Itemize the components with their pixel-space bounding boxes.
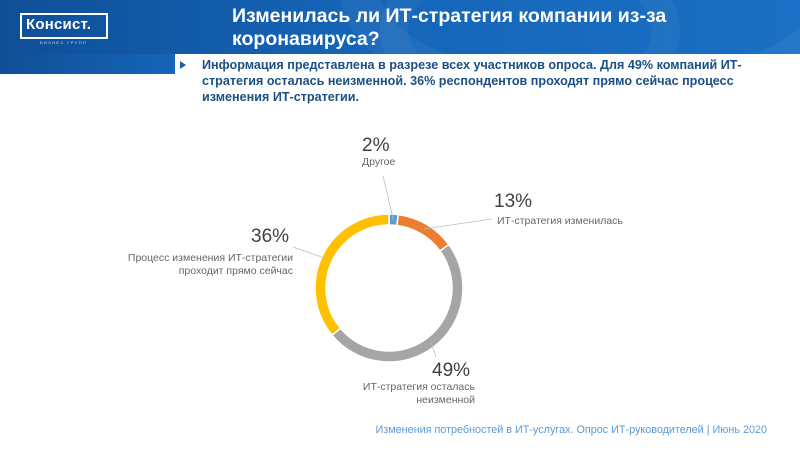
footer-source: Изменения потребностей в ИТ-услугах. Опр… xyxy=(375,424,768,436)
slice-pct-unchanged: 49% xyxy=(432,360,471,381)
leader-unchanged xyxy=(430,341,437,358)
slice-pct-other: 2% xyxy=(362,135,390,156)
leader-in-progress xyxy=(292,246,328,260)
logo-frame xyxy=(20,13,108,39)
leader-changed xyxy=(423,218,493,230)
leader-other xyxy=(382,175,394,220)
slice-label-in-progress-line1: Процесс изменения ИТ-стратегии xyxy=(127,252,293,264)
header-decoration-2 xyxy=(380,0,680,54)
page-title-line2: коронавируса? xyxy=(232,28,380,50)
slice-label-unchanged-line1: ИТ-стратегия осталась xyxy=(362,381,475,393)
slice-label-unchanged-line2: неизменной xyxy=(416,394,475,406)
slice-in-progress xyxy=(314,213,390,337)
header-band xyxy=(0,0,800,54)
slice-unchanged xyxy=(330,243,464,363)
slice-label-other: Другое xyxy=(362,156,396,168)
intro-text: Информация представлена в разрезе всех у… xyxy=(202,58,742,104)
slice-changed xyxy=(396,213,450,253)
logo-text: Консист. xyxy=(26,16,92,33)
slice-label-changed: ИТ-стратегия изменилась xyxy=(497,215,623,227)
page-title-line1: Изменилась ли ИТ-стратегия компании из-з… xyxy=(232,5,667,27)
slice-pct-changed: 13% xyxy=(494,191,533,212)
bullet-triangle-icon xyxy=(180,61,186,69)
header-logo-strip xyxy=(0,54,175,74)
slice-label-in-progress-line2: проходит прямо сейчас xyxy=(178,265,293,277)
logo-subtext: БИЗНЕС ГРУПП xyxy=(40,40,88,45)
slice-pct-in-progress: 36% xyxy=(251,226,290,247)
logo: Консист. БИЗНЕС ГРУПП xyxy=(20,13,108,45)
